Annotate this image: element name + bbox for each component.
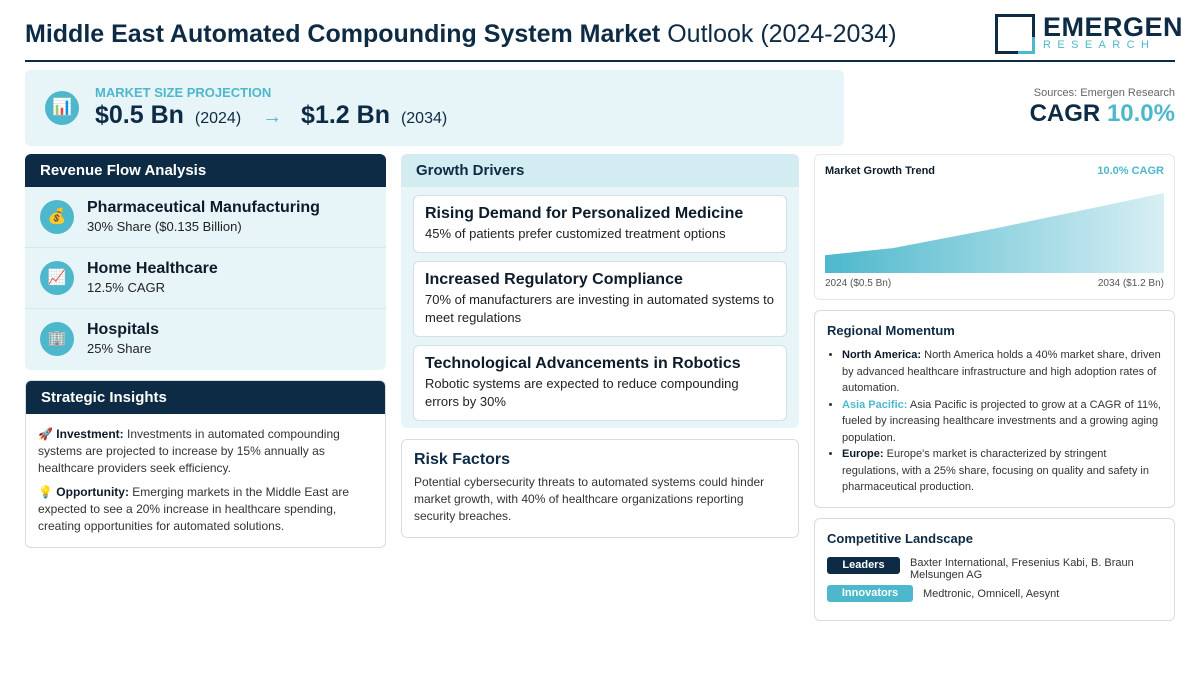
opportunity-label: Opportunity: <box>56 485 129 499</box>
driver-text: Robotic systems are expected to reduce c… <box>425 376 739 409</box>
region-label: Asia Pacific: <box>842 398 908 411</box>
projection-label: MARKET SIZE PROJECTION <box>95 85 272 100</box>
revenue-item-sub: 25% Share <box>87 341 152 356</box>
sources-text: Sources: Emergen Research <box>1033 87 1175 99</box>
innovators-badge: Innovators <box>827 585 913 602</box>
chart-icon: 📊 <box>45 91 79 125</box>
driver-card: Increased Regulatory Compliance 70% of m… <box>413 261 787 337</box>
revenue-item-sub: 30% Share ($0.135 Billion) <box>87 219 242 234</box>
market-growth-trend-chart: Market Growth Trend 10.0% CAGR 2024 ($0.… <box>814 154 1175 300</box>
projection-end-year: (2034) <box>400 110 448 127</box>
lightbulb-icon: 💡 <box>38 485 53 499</box>
region-text: North America holds a 40% market share, … <box>842 349 1161 394</box>
chart-cagr: 10.0% CAGR <box>1097 165 1164 177</box>
region-label: North America: <box>842 349 922 361</box>
driver-title: Technological Advancements in Robotics <box>425 355 741 372</box>
investment-label: Investment: <box>56 427 124 441</box>
projection-start-year: (2024) <box>194 110 242 127</box>
competitive-landscape-panel: Competitive Landscape Leaders Baxter Int… <box>814 518 1175 621</box>
cagr-summary: Sources: Emergen Research CAGR 10.0% <box>1030 87 1175 128</box>
revenue-item-sub: 12.5% CAGR <box>87 280 166 295</box>
innovators-row: Innovators Medtronic, Omnicell, Aesynt <box>827 585 1059 602</box>
risk-factors-panel: Risk Factors Potential cybersecurity thr… <box>401 439 799 538</box>
logo-word: EMERGEN <box>1043 12 1184 42</box>
header: Middle East Automated Compounding System… <box>25 12 1183 62</box>
opportunity-insight: 💡 Opportunity: Emerging markets in the M… <box>26 484 385 535</box>
strategic-insights-panel: Strategic Insights 🚀 Investment: Investm… <box>25 380 386 548</box>
revenue-flow-panel: Revenue Flow Analysis 💰 Pharmaceutical M… <box>25 154 386 370</box>
chart-end-label: 2034 ($1.2 Bn) <box>1097 278 1164 289</box>
opportunity-text: Emerging markets in the Middle East are … <box>38 485 350 533</box>
investment-insight: 🚀 Investment: Investments in automated c… <box>26 426 385 477</box>
revenue-flow-title: Revenue Flow Analysis <box>25 154 386 187</box>
logo-mark-icon <box>995 14 1035 54</box>
cagr-value: 10.0% <box>1106 100 1175 127</box>
projection-values: $0.5 Bn (2024) → $1.2 Bn (2034) <box>95 101 447 130</box>
leaders-badge: Leaders <box>827 557 900 574</box>
region-item: North America: North America holds a 40%… <box>842 347 1162 397</box>
region-item: Europe: Europe's market is characterized… <box>842 446 1162 496</box>
projection-start-value: $0.5 Bn <box>95 101 184 129</box>
region-item: Asia Pacific: Asia Pacific is projected … <box>842 397 1162 447</box>
emergen-logo[interactable]: EMERGEN RESEARCH <box>995 12 1183 56</box>
regional-momentum-panel: Regional Momentum North America: North A… <box>814 310 1175 508</box>
driver-title: Rising Demand for Personalized Medicine <box>425 205 744 222</box>
chart-title: Market Growth Trend <box>825 165 936 177</box>
investment-text: Investments in automated compounding sys… <box>38 427 340 475</box>
region-text: Europe's market is characterized by stri… <box>842 448 1149 493</box>
leaders-row: Leaders Baxter International, Fresenius … <box>827 557 1155 581</box>
revenue-item: 📈 Home Healthcare 12.5% CAGR <box>25 248 386 309</box>
region-label: Europe: <box>842 448 884 460</box>
revenue-item: 💰 Pharmaceutical Manufacturing 30% Share… <box>25 187 386 248</box>
revenue-item-name: Pharmaceutical Manufacturing <box>87 199 320 216</box>
cagr-label: CAGR <box>1029 100 1101 127</box>
growth-drivers-title: Growth Drivers <box>401 154 799 187</box>
market-size-projection: 📊 MARKET SIZE PROJECTION $0.5 Bn (2024) … <box>25 70 844 146</box>
cagr-headline: CAGR 10.0% <box>1030 100 1175 128</box>
projection-end-value: $1.2 Bn <box>301 101 390 129</box>
revenue-item-name: Hospitals <box>87 321 160 338</box>
trend-area-svg <box>825 193 1164 273</box>
region-list: North America: North America holds a 40%… <box>827 347 1162 496</box>
innovators-names: Medtronic, Omnicell, Aesynt <box>923 588 1060 600</box>
growth-drivers-panel: Growth Drivers Rising Demand for Persona… <box>401 154 799 428</box>
revenue-item-name: Home Healthcare <box>87 260 218 277</box>
chart-start-label: 2024 ($0.5 Bn) <box>825 278 892 289</box>
driver-card: Technological Advancements in Robotics R… <box>413 345 787 421</box>
driver-text: 70% of manufacturers are investing in au… <box>425 292 775 325</box>
logo-sub: RESEARCH <box>1043 39 1156 51</box>
page-title-light: Outlook (2024-2034) <box>667 20 897 48</box>
leaders-names: Baxter International, Fresenius Kabi, B.… <box>910 557 1134 581</box>
growth-area <box>825 193 1164 273</box>
driver-text: 45% of patients prefer customized treatm… <box>425 226 726 241</box>
competitive-landscape-title: Competitive Landscape <box>827 531 973 546</box>
driver-card: Rising Demand for Personalized Medicine … <box>413 195 787 253</box>
rocket-icon: 🚀 <box>38 427 53 441</box>
region-text: Asia Pacific is projected to grow at a C… <box>842 398 1161 444</box>
regional-momentum-title: Regional Momentum <box>827 323 955 338</box>
driver-title: Increased Regulatory Compliance <box>425 271 683 288</box>
building-icon: 🏢 <box>40 322 74 356</box>
strategic-insights-title: Strategic Insights <box>26 381 385 414</box>
revenue-item: 🏢 Hospitals 25% Share <box>25 309 386 370</box>
risk-factors-text: Potential cybersecurity threats to autom… <box>414 475 765 523</box>
page-title-bold: Middle East Automated Compounding System… <box>25 20 661 48</box>
money-bag-icon: 💰 <box>40 200 74 234</box>
trend-up-icon: 📈 <box>40 261 74 295</box>
risk-factors-title: Risk Factors <box>414 451 511 468</box>
page-title: Middle East Automated Compounding System… <box>25 20 897 49</box>
arrow-right-icon: → <box>262 106 283 128</box>
